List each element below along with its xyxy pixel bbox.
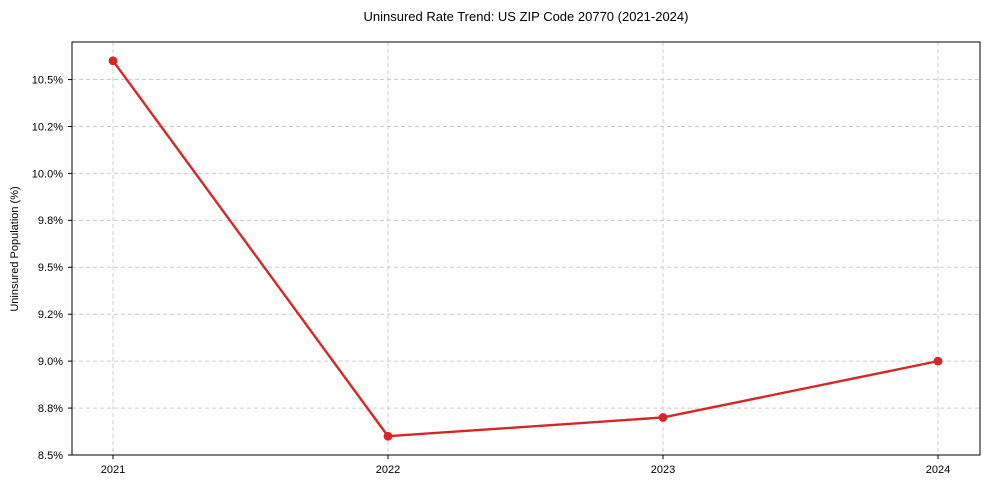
y-tick-label: 9.5%	[38, 262, 63, 274]
x-tick-label: 2022	[376, 464, 400, 476]
data-point	[658, 413, 668, 422]
data-point	[383, 431, 393, 441]
y-tick-label: 10.0%	[32, 168, 63, 180]
y-tick-label: 9.0%	[38, 356, 63, 368]
chart-title: Uninsured Rate Trend: US ZIP Code 20770 …	[363, 9, 689, 24]
y-tick-label: 9.2%	[38, 309, 63, 321]
y-tick-label: 10.5%	[32, 74, 63, 86]
plot-border	[71, 41, 981, 456]
x-tick-label: 2023	[651, 464, 675, 476]
x-tick-label: 2021	[101, 464, 125, 476]
y-tick-label: 8.5%	[38, 450, 63, 462]
y-tick-label: 9.8%	[38, 215, 63, 227]
y-axis-label: Uninsured Population (%)	[9, 186, 21, 312]
y-tick-label: 8.8%	[38, 403, 63, 415]
x-tick-label: 2024	[926, 464, 950, 476]
y-tick-label: 10.2%	[32, 121, 63, 133]
data-point	[933, 356, 943, 366]
trend-line	[111, 59, 940, 438]
data-point	[108, 56, 118, 66]
